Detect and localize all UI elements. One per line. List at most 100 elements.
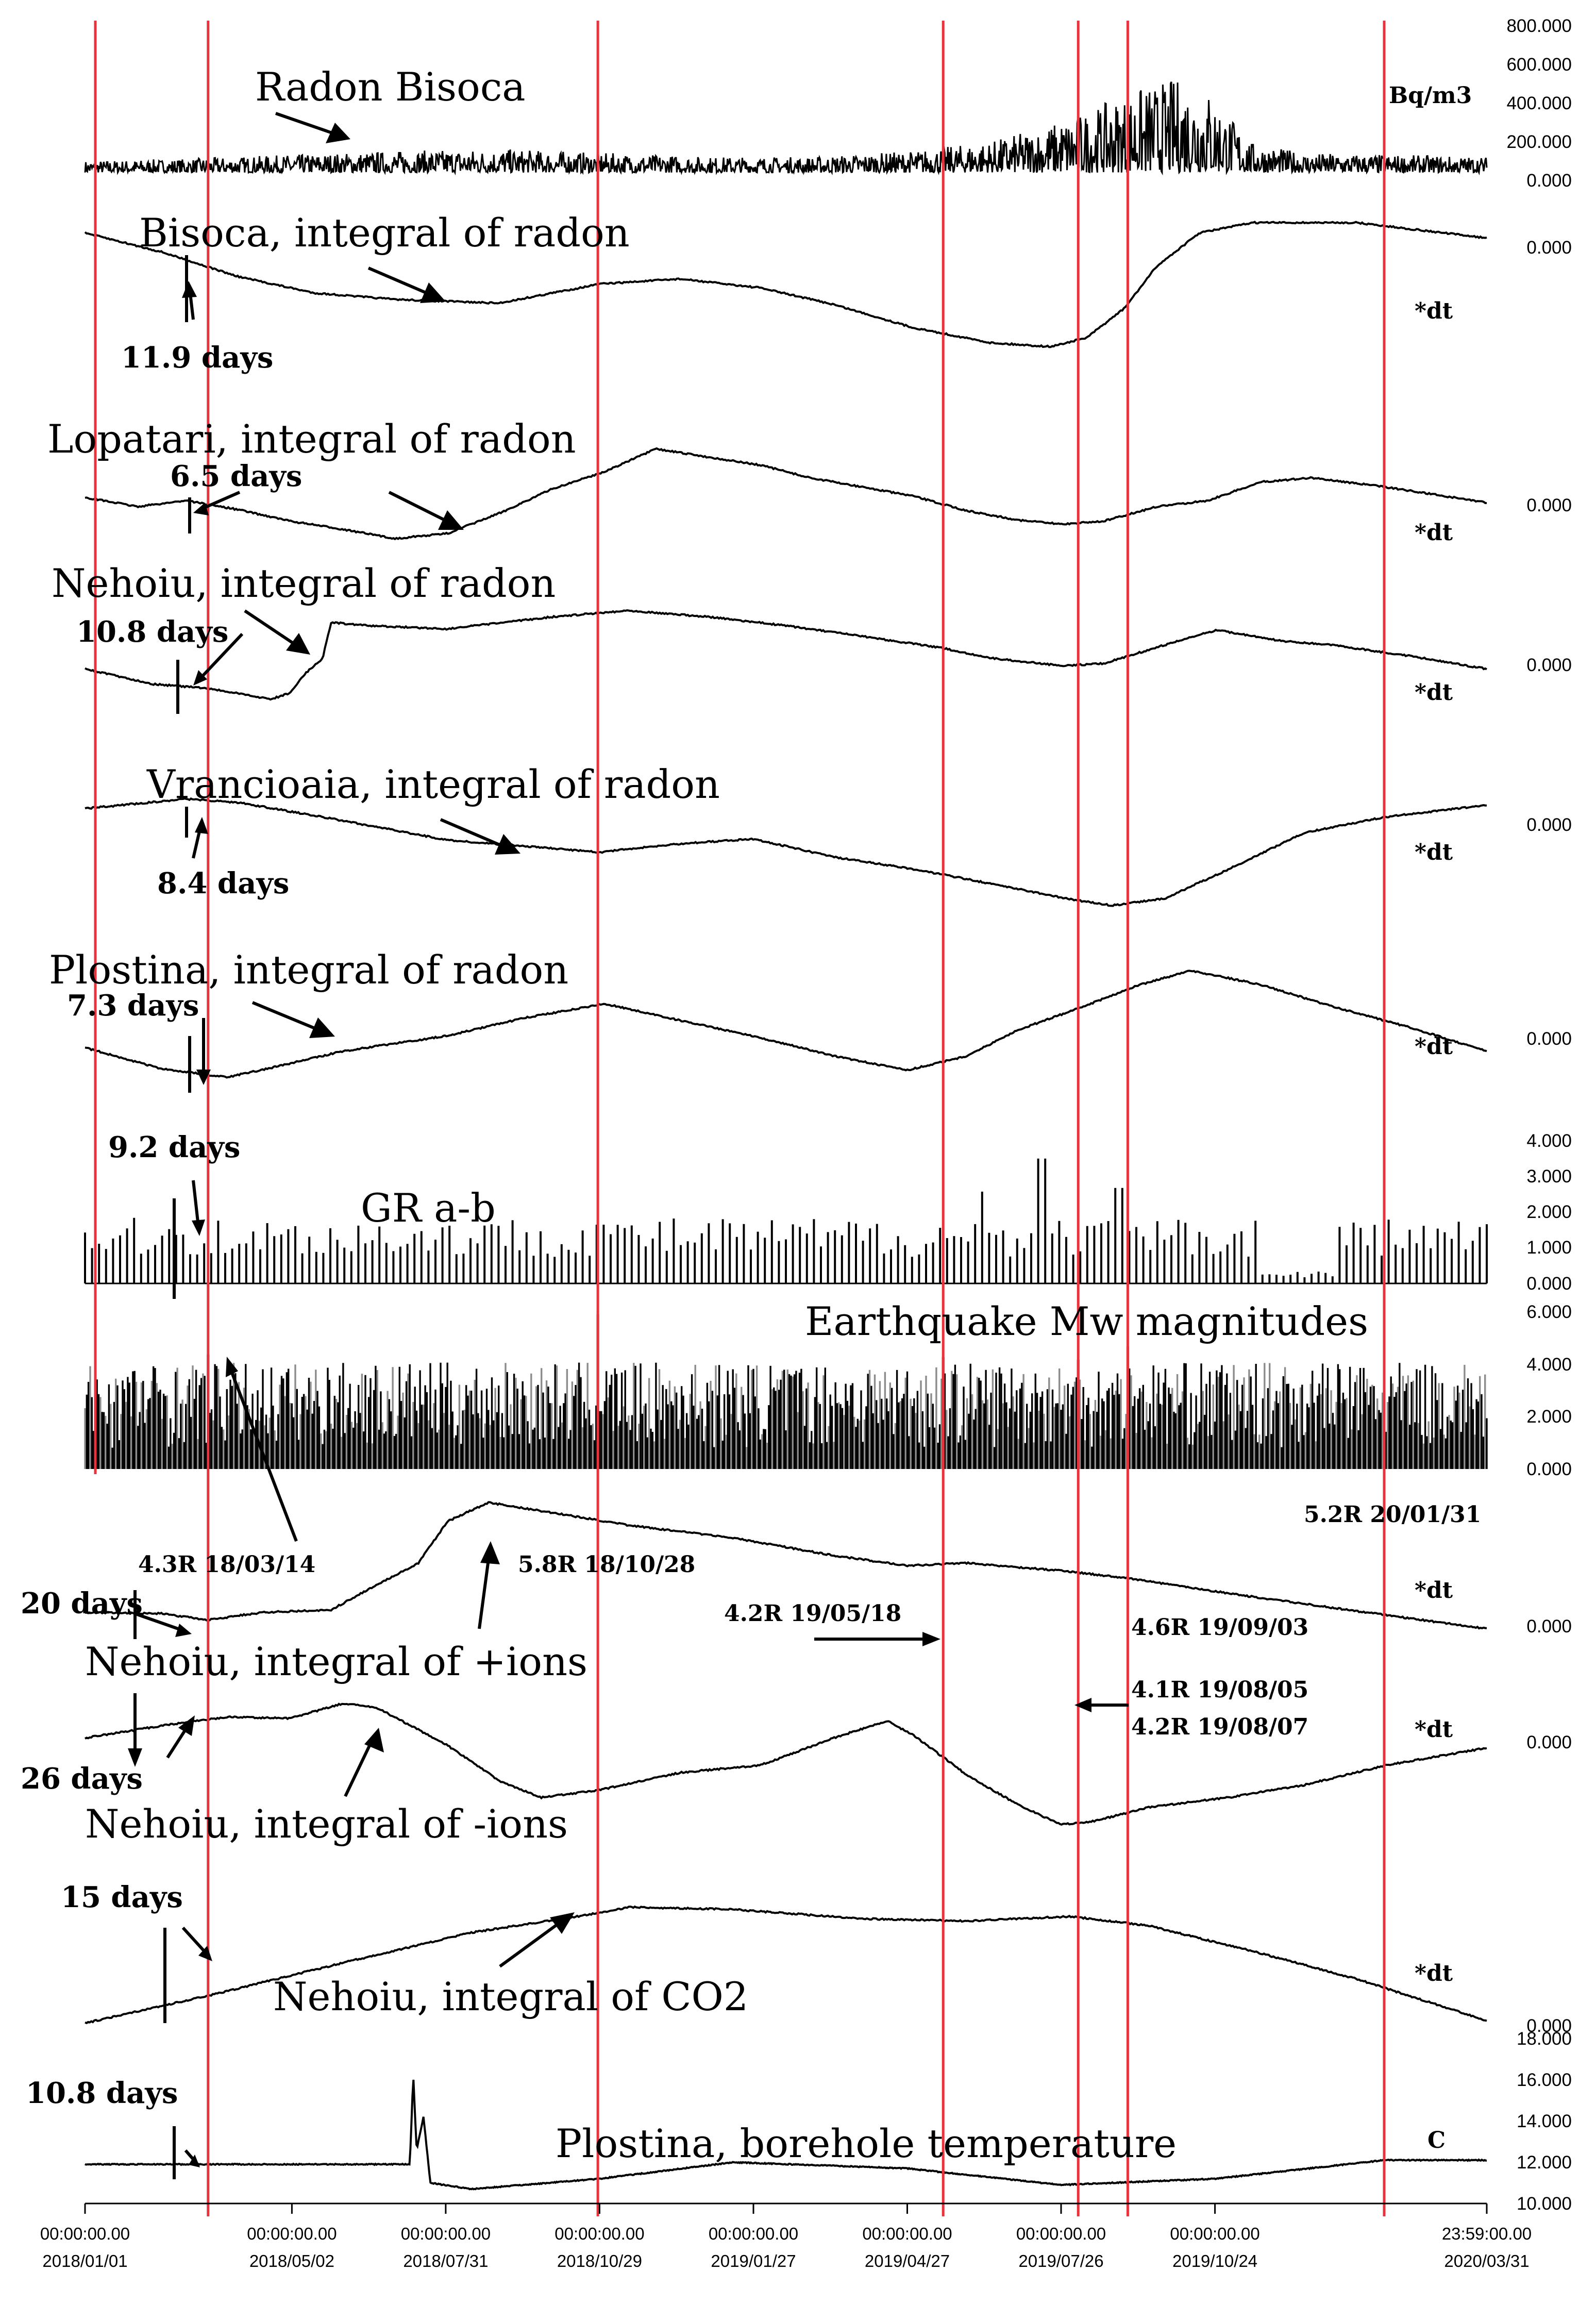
unit-plostina-temperature: C (1427, 2127, 1446, 2153)
ytick-plostina-temperature: 16.000 (1517, 2070, 1572, 2090)
ytick-nehoiu-radon-integral: 0.000 (1526, 655, 1572, 675)
ytick-radon-bisoca: 400.000 (1506, 93, 1572, 113)
x-tick-date: 2019/04/27 (865, 2251, 950, 2270)
arrowhead-radon-bisoca (326, 123, 350, 143)
arrow-ions-58 (478, 1551, 491, 1629)
panel-traces (84, 81, 1488, 2191)
unit-lopatari-integral: *dt (1415, 520, 1453, 546)
ytick-nehoiu-pos-ions: 0.000 (1526, 1616, 1572, 1637)
label-eq-0805: 4.1R 19/08/05 (1131, 1677, 1308, 1703)
arrowhead-plostina (309, 1017, 335, 1038)
title-plostina-integral: Plostina, integral of radon (49, 947, 568, 993)
x-tick-date: 2018/07/31 (403, 2251, 488, 2270)
unit-bisoca-integral: *dt (1415, 298, 1453, 324)
trace-nehoiu-co2 (85, 1905, 1487, 2025)
x-tick-time: 00:00:00.00 (40, 2224, 130, 2243)
x-tick-date: 2020/03/31 (1444, 2251, 1529, 2270)
label-lag-gr: 9.2 days (108, 1130, 240, 1164)
y-axis-tick-labels: 800.000 600.000 400.000 200.000 0.000 0.000 0.… (1506, 16, 1572, 2214)
x-tick-date: 2019/10/24 (1172, 2251, 1257, 2270)
ytick-mw-magnitudes: 6.000 (1526, 1302, 1572, 1322)
title-radon-bisoca: Radon Bisoca (255, 64, 526, 110)
unit-nehoiu-radon-integral: *dt (1415, 679, 1453, 706)
label-lag-temp: 10.8 days (26, 2076, 178, 2110)
ytick-radon-bisoca: 0.000 (1526, 171, 1572, 191)
arrowhead-lag-plostina (196, 1070, 211, 1085)
arrow-co2 (499, 1916, 568, 1968)
ytick-radon-bisoca: 600.000 (1506, 55, 1572, 75)
unit-vrancioaia-integral: *dt (1415, 839, 1453, 865)
label-lag-bisoca: 11.9 days (121, 341, 273, 375)
arrow-lag-pos (133, 1612, 186, 1633)
x-tick-date: 2018/10/29 (557, 2251, 642, 2270)
x-tick-date: 2018/01/01 (42, 2251, 127, 2270)
arrow-lag-nehoiu (197, 632, 244, 682)
ytick-gr-ab: 2.000 (1526, 1202, 1572, 1222)
panel-units: Bq/m3 *dt *dt *dt *dt *dt *dt *dt *dt C (1389, 82, 1472, 2153)
label-eq-0518: 4.2R 19/05/18 (724, 1600, 901, 1627)
ytick-mw-magnitudes: 4.000 (1526, 1355, 1572, 1375)
label-eq-0131: 5.2R 20/01/31 (1304, 1501, 1481, 1528)
trace-nehoiu-radon-integral (85, 609, 1487, 701)
title-bisoca-integral: Bisoca, integral of radon (139, 210, 630, 256)
label-eq-0314: 4.3R 18/03/14 (138, 1551, 315, 1578)
ytick-gr-ab: 4.000 (1526, 1131, 1572, 1151)
label-lag-co2: 15 days (61, 1880, 183, 1914)
bars-mw-magnitudes (84, 1314, 1488, 1469)
arrowhead-lag-bisoca (182, 281, 197, 298)
trace-plostina-integral (85, 970, 1487, 1079)
ytick-plostina-temperature: 14.000 (1517, 2111, 1572, 2131)
label-eq-0807: 4.2R 19/08/07 (1131, 1714, 1308, 1740)
trace-radon-bisoca (84, 81, 1488, 176)
trace-lopatari-integral (85, 447, 1487, 541)
arrowhead-eq-0805 (1074, 1698, 1091, 1712)
ytick-vrancioaia-integral: 0.000 (1526, 815, 1572, 835)
x-tick-date: 2018/05/02 (249, 2251, 334, 2270)
x-tick-date: 2019/07/26 (1018, 2251, 1103, 2270)
label-lag-plostina: 7.3 days (67, 989, 199, 1023)
arrowhead-lag-pos (175, 1624, 192, 1637)
label-eq-0903: 4.6R 19/09/03 (1131, 1614, 1308, 1641)
ytick-plostina-temperature: 18.000 (1517, 2029, 1572, 2049)
trace-nehoiu-pos-ions (85, 1501, 1487, 1630)
time-axis: 00:00:00.00 2018/01/01 00:00:00.00 2018/05/… (40, 2202, 1532, 2270)
ytick-lopatari-integral: 0.000 (1526, 495, 1572, 515)
arrowhead-bisoca-integral (420, 282, 446, 303)
label-eq-1028: 5.8R 18/10/28 (518, 1551, 695, 1578)
x-tick-time: 00:00:00.00 (401, 2224, 491, 2243)
label-lag-lopatari: 6.5 days (170, 459, 302, 493)
trace-nehoiu-neg-ions (85, 1702, 1487, 1826)
arrowhead-ions-58 (480, 1541, 500, 1564)
arrowhead-nehoiu (286, 633, 310, 655)
ytick-nehoiu-co2: 0.000 (1526, 2016, 1572, 2036)
arrowhead-lag-neg-1 (128, 1748, 142, 1767)
x-tick-time: 00:00:00.00 (1170, 2224, 1259, 2243)
arrowhead-lag-vrancioaia (195, 817, 208, 834)
title-gr-ab: GR a-b (361, 1185, 496, 1231)
panel-titles: Radon Bisoca Bisoca, integral of radon L… (47, 64, 1368, 2166)
title-lopatari-integral: Lopatari, integral of radon (47, 416, 576, 462)
ytick-plostina-integral: 0.000 (1526, 1029, 1572, 1049)
arrowhead-co2 (550, 1912, 575, 1934)
x-tick-time: 00:00:00.00 (709, 2224, 798, 2243)
arrow-neg-ions (344, 1736, 375, 1797)
title-nehoiu-radon-integral: Nehoiu, integral of radon (52, 560, 556, 606)
arrow-lag-gr (192, 1180, 200, 1227)
title-mw-magnitudes: Earthquake Mw magnitudes (805, 1298, 1368, 1344)
arrow-mw-peak (228, 1365, 298, 1542)
label-lag-neg-ions: 26 days (21, 1762, 143, 1796)
x-tick-time: 00:00:00.00 (1016, 2224, 1106, 2243)
unit-nehoiu-neg-ions: *dt (1415, 1716, 1453, 1743)
annotation-labels: 11.9 days 6.5 days 10.8 days 8.4 days 7.… (21, 341, 1481, 2110)
arrowheads (128, 123, 1091, 2167)
arrowhead-lag-gr (192, 1220, 205, 1236)
arrowhead-lag-temp (189, 2155, 200, 2167)
x-tick-time: 00:00:00.00 (862, 2224, 952, 2243)
ytick-gr-ab: 0.000 (1526, 1274, 1572, 1294)
unit-nehoiu-co2: *dt (1415, 1960, 1453, 1986)
trace-bisoca-integral (84, 221, 1487, 348)
ytick-plostina-temperature: 12.000 (1517, 2152, 1572, 2173)
x-tick-time: 23:59:00.00 (1442, 2224, 1532, 2243)
x-tick-time: 00:00:00.00 (247, 2224, 337, 2243)
